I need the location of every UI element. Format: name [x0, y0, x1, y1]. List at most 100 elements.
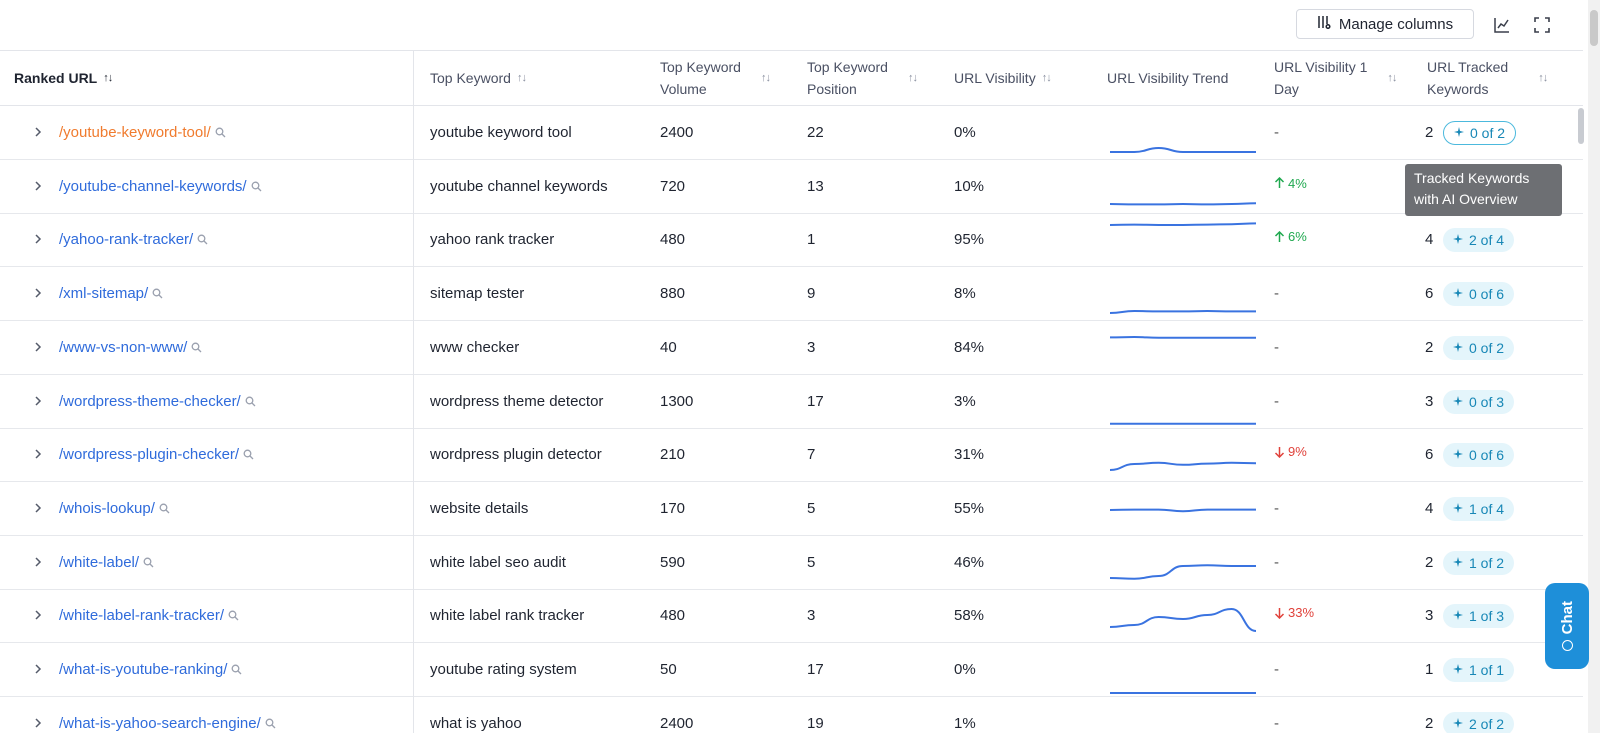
- table-row[interactable]: /white-label/white label seo audit 590 5 46…: [0, 536, 1583, 590]
- column-top-keyword[interactable]: Top Keyword ↑↓: [430, 51, 527, 105]
- volume-cell: 2400: [660, 124, 694, 141]
- ranked-url-link[interactable]: /white-label/: [59, 553, 140, 571]
- page-scrollbar-thumb[interactable]: [1590, 10, 1598, 46]
- ai-overview-badge[interactable]: 1 of 1: [1443, 658, 1515, 682]
- sort-icon[interactable]: ↑↓: [760, 72, 771, 84]
- manage-columns-button[interactable]: Manage columns: [1296, 9, 1474, 39]
- chevron-right-icon[interactable]: [28, 552, 48, 572]
- ranked-url-link[interactable]: /wordpress-plugin-checker/: [59, 446, 240, 464]
- search-icon[interactable]: [265, 718, 276, 729]
- chevron-right-icon[interactable]: [28, 391, 48, 411]
- ai-overview-count: 2 of 2: [1469, 715, 1505, 732]
- search-icon[interactable]: [243, 449, 254, 460]
- chevron-right-icon[interactable]: [28, 605, 48, 625]
- top-keyword-cell: white label rank tracker: [430, 607, 585, 625]
- fullscreen-icon[interactable]: [1530, 13, 1554, 37]
- search-icon[interactable]: [245, 396, 256, 407]
- sort-icon[interactable]: ↑↓: [1387, 72, 1397, 84]
- visibility-cell: 1%: [954, 714, 976, 732]
- sparkle-icon: [1453, 556, 1463, 570]
- table-row[interactable]: /wordpress-theme-checker/wordpress theme…: [0, 375, 1583, 429]
- ranked-url-link[interactable]: /white-label-rank-tracker/: [59, 607, 225, 625]
- ranked-url-link[interactable]: /www-vs-non-www/: [59, 338, 188, 356]
- column-url-visibility-1day[interactable]: URL Visibility 1 Day ↑↓: [1274, 51, 1397, 105]
- sort-icon[interactable]: ↑↓: [907, 72, 918, 84]
- chevron-right-icon[interactable]: [28, 122, 48, 142]
- table-row[interactable]: /what-is-youtube-ranking/youtube rating …: [0, 643, 1583, 697]
- position-cell: 17: [807, 392, 824, 410]
- table-row[interactable]: /yahoo-rank-tracker/yahoo rank tracker 48…: [0, 213, 1583, 268]
- ai-overview-count: 0 of 6: [1469, 286, 1505, 303]
- sort-icon[interactable]: ↑↓: [1538, 72, 1548, 84]
- position-cell: 3: [807, 607, 816, 625]
- search-icon[interactable]: [143, 557, 154, 568]
- chevron-right-icon[interactable]: [28, 176, 48, 196]
- search-icon[interactable]: [191, 342, 202, 353]
- chevron-right-icon[interactable]: [28, 713, 48, 733]
- search-icon[interactable]: [152, 288, 163, 299]
- search-icon[interactable]: [231, 664, 242, 675]
- chevron-right-icon[interactable]: [28, 498, 48, 518]
- ranked-url-cell: /xml-sitemap/: [59, 267, 163, 320]
- table-row[interactable]: /www-vs-non-www/www checker 40 3 84% - 2 0 of …: [0, 321, 1583, 375]
- ai-overview-badge[interactable]: 0 of 6: [1443, 282, 1515, 307]
- column-top-keyword-volume[interactable]: Top Keyword Volume ↑↓: [660, 51, 771, 105]
- column-url-tracked-keywords[interactable]: URL Tracked Keywords ↑↓: [1427, 51, 1548, 105]
- chat-button[interactable]: Chat: [1545, 583, 1589, 669]
- search-icon[interactable]: [228, 610, 239, 621]
- top-keyword-cell: sitemap tester: [430, 285, 525, 303]
- ai-overview-badge[interactable]: 0 of 2: [1443, 121, 1517, 145]
- column-top-keyword-position[interactable]: Top Keyword Position ↑↓: [807, 51, 918, 105]
- chevron-right-icon[interactable]: [28, 659, 48, 679]
- chevron-right-icon[interactable]: [28, 444, 48, 464]
- ai-overview-badge[interactable]: 2 of 2: [1443, 711, 1515, 733]
- search-icon[interactable]: [215, 127, 226, 138]
- chevron-right-icon[interactable]: [28, 229, 48, 249]
- table-row[interactable]: /whois-lookup/website details 170 5 55% - 4 1 …: [0, 482, 1583, 536]
- trend-line: [1109, 335, 1256, 339]
- table-row[interactable]: /youtube-keyword-tool/youtube keyword to…: [0, 106, 1583, 160]
- ranked-url-link[interactable]: /wordpress-theme-checker/: [59, 392, 241, 410]
- chevron-right-icon[interactable]: [28, 283, 48, 303]
- ranked-url-link[interactable]: /youtube-keyword-tool/: [59, 124, 211, 141]
- arrow-up-icon: [1274, 230, 1285, 243]
- table-scrollbar[interactable]: [1578, 108, 1584, 144]
- ai-overview-badge[interactable]: 0 of 3: [1443, 389, 1515, 414]
- column-ranked-url[interactable]: Ranked URL ↑↓: [14, 51, 113, 105]
- ranked-url-link[interactable]: /yahoo-rank-tracker/: [59, 231, 194, 249]
- table-row[interactable]: /wordpress-plugin-checker/wordpress plug…: [0, 428, 1583, 483]
- ranked-url-link[interactable]: /youtube-channel-keywords/: [59, 177, 247, 195]
- trend-line: [1110, 146, 1256, 153]
- ai-overview-badge[interactable]: 0 of 2: [1443, 335, 1515, 360]
- search-icon[interactable]: [159, 503, 170, 514]
- table-row[interactable]: /white-label-rank-tracker/white label ra…: [0, 589, 1583, 644]
- table-row[interactable]: /xml-sitemap/sitemap tester 880 9 8% - 6 0 of …: [0, 267, 1583, 322]
- ai-overview-badge[interactable]: 1 of 3: [1443, 604, 1515, 629]
- ranked-url-link[interactable]: /what-is-youtube-ranking/: [59, 661, 228, 678]
- ai-overview-badge[interactable]: 1 of 4: [1443, 496, 1515, 521]
- table-row[interactable]: /youtube-channel-keywords/youtube channe…: [0, 160, 1583, 214]
- sort-icon[interactable]: ↑↓: [516, 72, 527, 84]
- search-icon[interactable]: [197, 234, 208, 245]
- search-icon[interactable]: [251, 181, 262, 192]
- column-url-visibility[interactable]: URL Visibility ↑↓: [954, 51, 1052, 105]
- ranked-url-link[interactable]: /xml-sitemap/: [59, 285, 149, 303]
- table-row[interactable]: /what-is-yahoo-search-engine/what is yah…: [0, 697, 1583, 733]
- chart-icon[interactable]: [1490, 13, 1514, 37]
- sparkle-icon: [1453, 395, 1463, 409]
- visibility-trend-sparkline: [1110, 146, 1256, 153]
- chevron-right-icon[interactable]: [28, 337, 48, 357]
- visibility-trend-sparkline: [1109, 222, 1257, 227]
- ai-overview-badge[interactable]: 2 of 4: [1443, 228, 1515, 253]
- sort-icon[interactable]: ↑↓: [103, 72, 113, 84]
- position-cell: 7: [807, 446, 816, 464]
- column-label: Top Keyword Volume: [660, 59, 741, 97]
- sort-icon[interactable]: ↑↓: [1041, 72, 1052, 84]
- ai-overview-count: 0 of 6: [1469, 447, 1505, 464]
- ranked-url-link[interactable]: /whois-lookup/: [59, 499, 155, 517]
- ai-overview-badge[interactable]: 1 of 2: [1443, 550, 1515, 575]
- ranked-url-link[interactable]: /what-is-yahoo-search-engine/: [59, 714, 261, 732]
- page-scrollbar-track[interactable]: [1588, 0, 1600, 733]
- tracked-keywords-count: 2: [1425, 714, 1434, 732]
- ai-overview-badge[interactable]: 0 of 6: [1443, 443, 1515, 468]
